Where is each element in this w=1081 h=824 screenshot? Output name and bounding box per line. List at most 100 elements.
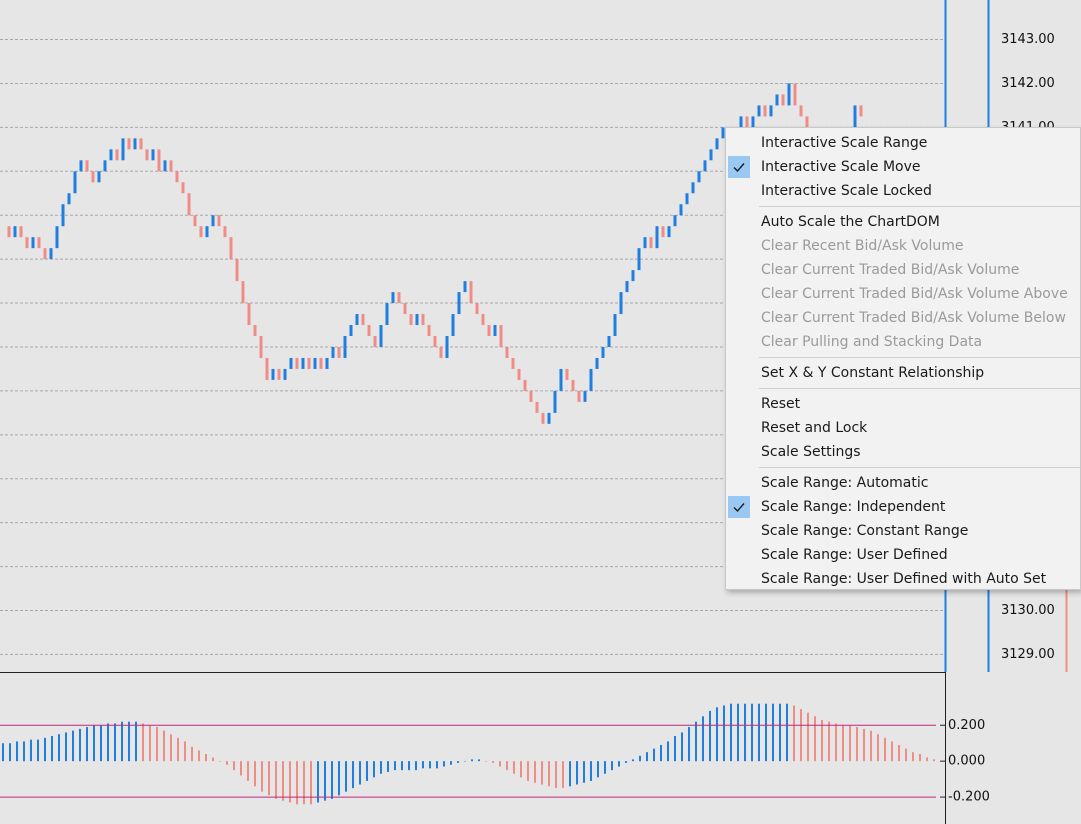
price-bar xyxy=(463,281,467,293)
price-bar xyxy=(523,379,527,391)
price-bar xyxy=(745,116,749,128)
menu-item[interactable]: Reset xyxy=(726,392,1080,416)
menu-item[interactable]: Scale Range: Independent xyxy=(726,495,1080,519)
price-bar xyxy=(217,215,221,227)
menu-separator xyxy=(759,206,1080,207)
price-bar xyxy=(319,357,323,369)
oscillator-bar xyxy=(408,761,410,771)
oscillator-bar xyxy=(814,716,816,762)
oscillator-bar xyxy=(709,710,711,762)
menu-item: Clear Pulling and Stacking Data xyxy=(726,330,1080,354)
oscillator-bar xyxy=(443,761,445,767)
menu-item: Clear Recent Bid/Ask Volume xyxy=(726,234,1080,258)
oscillator-bar xyxy=(884,737,886,762)
oscillator-bar xyxy=(135,721,137,762)
oscillator-bar xyxy=(142,723,144,762)
menu-item[interactable]: Set X & Y Constant Relationship xyxy=(726,361,1080,385)
check-icon xyxy=(733,503,745,513)
oscillator-bar xyxy=(177,737,179,762)
price-bar xyxy=(283,368,287,380)
price-bar xyxy=(433,336,437,347)
price-bar xyxy=(187,193,191,216)
oscillator-bar xyxy=(324,761,326,801)
oscillator-bar xyxy=(373,761,375,778)
menu-item-label: Clear Current Traded Bid/Ask Volume Abov… xyxy=(761,286,1068,302)
oscillator-bar xyxy=(254,761,256,787)
oscillator-bar xyxy=(793,705,795,762)
oscillator-bar xyxy=(240,761,242,776)
oscillator-bar xyxy=(338,761,340,796)
price-bar xyxy=(511,357,515,369)
price-bar xyxy=(607,336,611,347)
price-bar xyxy=(853,105,857,139)
price-bar xyxy=(295,357,299,369)
y-tick-label: 3142.00 xyxy=(1001,76,1055,91)
oscillator-bar xyxy=(562,761,564,789)
price-bar xyxy=(763,105,767,117)
oscillator-bar xyxy=(289,761,291,803)
price-bar xyxy=(553,390,557,413)
oscillator-bar xyxy=(296,761,298,805)
oscillator-bar xyxy=(681,732,683,762)
price-bar xyxy=(397,292,401,304)
oscillator-bar xyxy=(919,753,921,762)
oscillator-bar xyxy=(205,753,207,762)
menu-item[interactable]: Reset and Lock xyxy=(726,416,1080,440)
menu-item[interactable]: Scale Settings xyxy=(726,440,1080,464)
price-bar xyxy=(211,215,215,227)
oscillator-bar xyxy=(632,759,634,762)
oscillator-bar xyxy=(835,723,837,762)
price-bar xyxy=(445,336,449,358)
menu-item[interactable]: Scale Range: User Defined with Auto Set xyxy=(726,567,1080,591)
price-bar xyxy=(337,346,341,358)
oscillator-bar xyxy=(737,703,739,762)
menu-item[interactable]: Scale Range: Constant Range xyxy=(726,519,1080,543)
oscillator-bar xyxy=(863,728,865,762)
menu-item[interactable]: Interactive Scale Move xyxy=(726,155,1080,179)
oscillator-bar xyxy=(548,761,550,787)
price-bar xyxy=(631,270,635,282)
price-bar xyxy=(499,325,503,347)
price-bar xyxy=(667,226,671,238)
oscillator-bar xyxy=(758,703,760,762)
price-bar xyxy=(421,314,425,326)
price-bar xyxy=(103,160,107,172)
oscillator-bar xyxy=(611,761,613,771)
price-bar xyxy=(277,368,281,380)
oscillator-bar xyxy=(639,755,641,762)
price-bar xyxy=(619,292,623,315)
oscillator-bar xyxy=(359,761,361,785)
price-bar xyxy=(7,226,11,238)
oscillator-bar xyxy=(660,745,662,762)
oscillator-bar xyxy=(303,761,305,805)
price-bar xyxy=(571,379,575,391)
price-bar xyxy=(409,314,413,326)
oscillator-bar xyxy=(898,745,900,762)
price-bar xyxy=(19,226,23,238)
menu-item: Clear Current Traded Bid/Ask Volume xyxy=(726,258,1080,282)
price-bar xyxy=(49,248,53,260)
menu-item[interactable]: Scale Range: User Defined xyxy=(726,543,1080,567)
price-bar xyxy=(385,303,389,326)
menu-item[interactable]: Interactive Scale Range xyxy=(726,131,1080,155)
oscillator-bar xyxy=(86,727,88,762)
price-bar xyxy=(715,138,719,150)
menu-item-label: Interactive Scale Range xyxy=(761,135,928,151)
price-bar xyxy=(367,325,371,336)
menu-item[interactable]: Scale Range: Automatic xyxy=(726,471,1080,495)
oscillator-bar xyxy=(849,725,851,762)
oscillator-bar xyxy=(807,712,809,762)
menu-separator xyxy=(759,357,1080,358)
menu-item[interactable]: Auto Scale the ChartDOM xyxy=(726,210,1080,234)
oscillator-bar xyxy=(366,761,368,781)
oscillator-bar xyxy=(786,703,788,762)
price-bar xyxy=(565,368,569,380)
price-bar xyxy=(259,336,263,358)
price-bar xyxy=(481,314,485,326)
oscillator-bar xyxy=(730,703,732,762)
check-mark xyxy=(728,156,750,178)
y-tick-label: 3144.00 xyxy=(1001,0,1055,3)
price-bar xyxy=(427,325,431,336)
check-icon xyxy=(733,163,745,173)
menu-item[interactable]: Interactive Scale Locked xyxy=(726,179,1080,203)
